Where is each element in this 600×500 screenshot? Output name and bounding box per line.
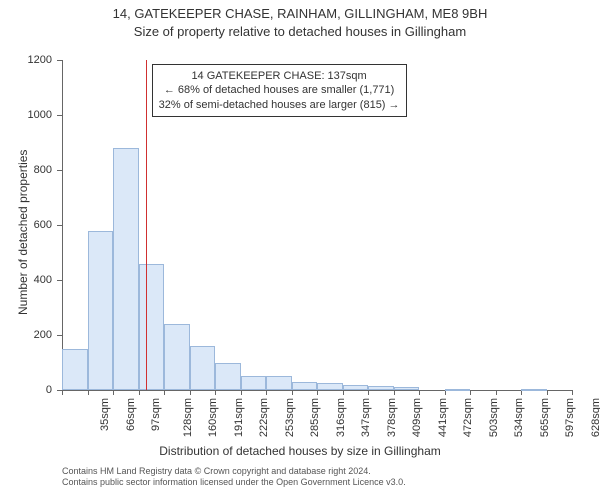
x-tick-mark	[470, 390, 471, 395]
x-tick-label: 35sqm	[99, 398, 111, 431]
histogram-bar	[292, 382, 318, 390]
histogram-bar	[139, 264, 165, 391]
y-tick-label: 1000	[0, 109, 52, 121]
histogram-bar	[88, 231, 114, 391]
histogram-bar	[62, 349, 88, 390]
x-tick-mark	[394, 390, 395, 395]
y-tick-mark	[57, 115, 62, 116]
histogram-bar	[164, 324, 190, 390]
annotation-box: 14 GATEKEEPER CHASE: 137sqm ← 68% of det…	[152, 64, 407, 117]
x-tick-mark	[521, 390, 522, 395]
x-tick-mark	[113, 390, 114, 395]
y-tick-label: 800	[0, 164, 52, 176]
x-tick-label: 222sqm	[258, 398, 270, 437]
histogram-bar	[215, 363, 241, 391]
y-tick-mark	[57, 60, 62, 61]
x-tick-label: 503sqm	[488, 398, 500, 437]
histogram-bar	[190, 346, 216, 390]
x-tick-mark	[266, 390, 267, 395]
histogram-bar	[266, 376, 292, 390]
histogram-bar	[317, 383, 343, 390]
y-tick-label: 0	[0, 384, 52, 396]
y-tick-mark	[57, 335, 62, 336]
x-tick-mark	[62, 390, 63, 395]
x-tick-mark	[445, 390, 446, 395]
x-tick-mark	[164, 390, 165, 395]
x-tick-mark	[190, 390, 191, 395]
y-tick-label: 200	[0, 329, 52, 341]
y-tick-label: 400	[0, 274, 52, 286]
annotation-line-2: ← 68% of detached houses are smaller (1,…	[159, 83, 400, 97]
x-tick-label: 409sqm	[411, 398, 423, 437]
x-tick-mark	[317, 390, 318, 395]
x-tick-mark	[496, 390, 497, 395]
histogram-bar	[394, 387, 420, 390]
reference-line	[146, 60, 147, 390]
x-axis-label: Distribution of detached houses by size …	[0, 444, 600, 458]
histogram-bar	[521, 389, 547, 391]
x-tick-label: 128sqm	[182, 398, 194, 437]
footer-line-2: Contains public sector information licen…	[62, 477, 406, 488]
annotation-line-3: 32% of semi-detached houses are larger (…	[159, 98, 400, 112]
x-tick-label: 472sqm	[462, 398, 474, 437]
histogram-bar	[343, 385, 369, 391]
y-tick-label: 1200	[0, 54, 52, 66]
x-tick-mark	[419, 390, 420, 395]
x-tick-label: 534sqm	[513, 398, 525, 437]
x-tick-mark	[292, 390, 293, 395]
x-tick-label: 597sqm	[564, 398, 576, 437]
y-tick-mark	[57, 225, 62, 226]
x-tick-mark	[368, 390, 369, 395]
x-tick-label: 191sqm	[233, 398, 245, 437]
x-tick-label: 347sqm	[360, 398, 372, 437]
x-tick-mark	[88, 390, 89, 395]
x-tick-label: 66sqm	[125, 398, 137, 431]
x-tick-label: 160sqm	[207, 398, 219, 437]
footer-line-1: Contains HM Land Registry data © Crown c…	[62, 466, 406, 477]
histogram-bar	[445, 389, 471, 391]
chart-title-1: 14, GATEKEEPER CHASE, RAINHAM, GILLINGHA…	[0, 6, 600, 21]
chart-title-2: Size of property relative to detached ho…	[0, 24, 600, 39]
x-tick-label: 441sqm	[437, 398, 449, 437]
x-tick-mark	[215, 390, 216, 395]
x-tick-mark	[572, 390, 573, 395]
x-tick-label: 565sqm	[539, 398, 551, 437]
histogram-bar	[368, 386, 394, 390]
x-tick-label: 628sqm	[590, 398, 600, 437]
histogram-bar	[241, 376, 267, 390]
x-tick-label: 285sqm	[309, 398, 321, 437]
x-tick-mark	[139, 390, 140, 395]
y-tick-mark	[57, 170, 62, 171]
annotation-line-1: 14 GATEKEEPER CHASE: 137sqm	[159, 69, 400, 83]
y-tick-label: 600	[0, 219, 52, 231]
y-tick-mark	[57, 280, 62, 281]
histogram-bar	[113, 148, 139, 390]
x-tick-mark	[343, 390, 344, 395]
x-tick-label: 253sqm	[284, 398, 296, 437]
x-tick-label: 97sqm	[150, 398, 162, 431]
x-tick-label: 378sqm	[386, 398, 398, 437]
footer-text: Contains HM Land Registry data © Crown c…	[62, 466, 406, 489]
x-tick-label: 316sqm	[335, 398, 347, 437]
x-tick-mark	[241, 390, 242, 395]
x-tick-mark	[547, 390, 548, 395]
